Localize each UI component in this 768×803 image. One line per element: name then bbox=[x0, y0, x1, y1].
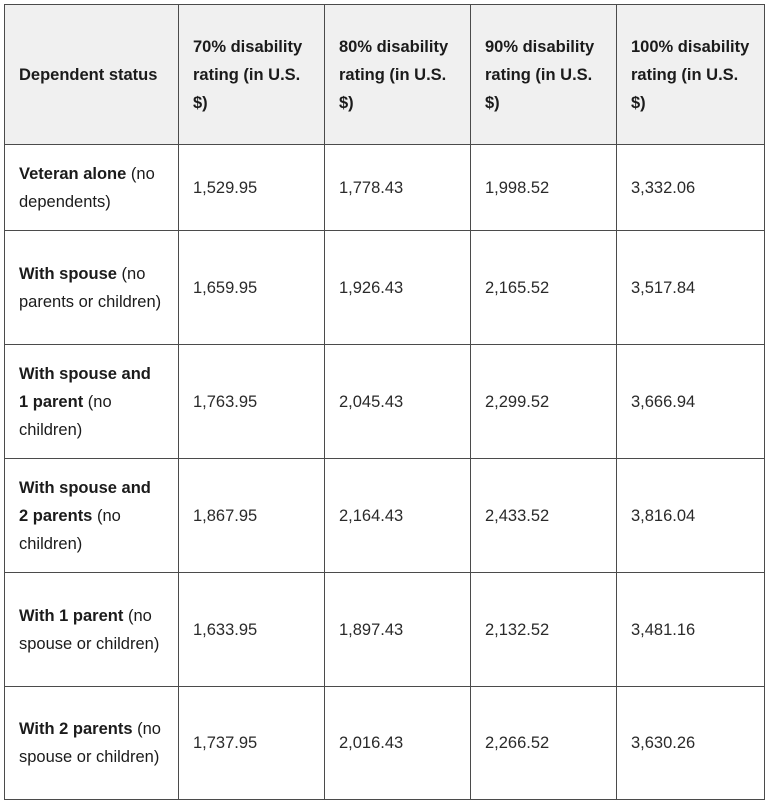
cell-100: 3,481.16 bbox=[616, 572, 765, 687]
disability-compensation-table-container: Dependent status 70% disability rating (… bbox=[4, 4, 765, 800]
table-row: With 1 parent (no spouse or children) 1,… bbox=[4, 572, 765, 687]
header-80-percent: 80% disability rating (in U.S. $) bbox=[324, 4, 471, 145]
row-label: With 1 parent (no spouse or children) bbox=[4, 572, 179, 687]
cell-80: 2,016.43 bbox=[324, 686, 471, 800]
cell-80: 1,897.43 bbox=[324, 572, 471, 687]
cell-70: 1,529.95 bbox=[178, 144, 325, 231]
cell-100: 3,332.06 bbox=[616, 144, 765, 231]
row-label-bold: With spouse bbox=[19, 264, 117, 283]
row-label-bold: With 1 parent bbox=[19, 606, 124, 625]
cell-70: 1,659.95 bbox=[178, 230, 325, 345]
header-90-percent: 90% disability rating (in U.S. $) bbox=[470, 4, 617, 145]
row-label-bold: With spouse and 2 parents bbox=[19, 478, 151, 525]
cell-70: 1,763.95 bbox=[178, 344, 325, 459]
row-label: With spouse and 2 parents (no children) bbox=[4, 458, 179, 573]
cell-80: 2,045.43 bbox=[324, 344, 471, 459]
cell-100: 3,666.94 bbox=[616, 344, 765, 459]
cell-80: 2,164.43 bbox=[324, 458, 471, 573]
cell-80: 1,926.43 bbox=[324, 230, 471, 345]
row-label: With spouse and 1 parent (no children) bbox=[4, 344, 179, 459]
table-row: With spouse (no parents or children) 1,6… bbox=[4, 230, 765, 345]
row-label-rest: (no spouse or children) bbox=[19, 720, 161, 766]
table-row: With spouse and 1 parent (no children) 1… bbox=[4, 344, 765, 459]
row-label-rest: (no parents or children) bbox=[19, 264, 162, 311]
cell-70: 1,737.95 bbox=[178, 686, 325, 800]
row-label: With 2 parents (no spouse or children) bbox=[4, 686, 179, 800]
header-row: Dependent status 70% disability rating (… bbox=[4, 4, 765, 145]
cell-100: 3,630.26 bbox=[616, 686, 765, 800]
table-row: With 2 parents (no spouse or children) 1… bbox=[4, 686, 765, 800]
cell-70: 1,633.95 bbox=[178, 572, 325, 687]
table-row: Veteran alone (no dependents) 1,529.95 1… bbox=[4, 144, 765, 231]
table-body: Veteran alone (no dependents) 1,529.95 1… bbox=[4, 144, 765, 800]
table-header: Dependent status 70% disability rating (… bbox=[4, 4, 765, 145]
row-label-rest: (no children) bbox=[19, 392, 112, 439]
cell-90: 2,132.52 bbox=[470, 572, 617, 687]
row-label-rest: (no dependents) bbox=[19, 164, 155, 211]
header-100-percent: 100% disability rating (in U.S. $) bbox=[616, 4, 765, 145]
cell-90: 2,266.52 bbox=[470, 686, 617, 800]
cell-90: 2,165.52 bbox=[470, 230, 617, 345]
row-label: Veteran alone (no dependents) bbox=[4, 144, 179, 231]
cell-90: 2,299.52 bbox=[470, 344, 617, 459]
row-label-bold: With spouse and 1 parent bbox=[19, 364, 151, 411]
cell-100: 3,816.04 bbox=[616, 458, 765, 573]
cell-90: 2,433.52 bbox=[470, 458, 617, 573]
row-label-rest: (no spouse or children) bbox=[19, 606, 160, 653]
header-dependent-status: Dependent status bbox=[4, 4, 179, 145]
table-row: With spouse and 2 parents (no children) … bbox=[4, 458, 765, 573]
disability-compensation-table: Dependent status 70% disability rating (… bbox=[4, 4, 765, 800]
row-label: With spouse (no parents or children) bbox=[4, 230, 179, 345]
cell-90: 1,998.52 bbox=[470, 144, 617, 231]
cell-70: 1,867.95 bbox=[178, 458, 325, 573]
cell-80: 1,778.43 bbox=[324, 144, 471, 231]
cell-100: 3,517.84 bbox=[616, 230, 765, 345]
row-label-bold: Veteran alone bbox=[19, 164, 127, 183]
header-70-percent: 70% disability rating (in U.S. $) bbox=[178, 4, 325, 145]
row-label-bold: With 2 parents bbox=[19, 720, 133, 738]
row-label-rest: (no children) bbox=[19, 506, 121, 553]
